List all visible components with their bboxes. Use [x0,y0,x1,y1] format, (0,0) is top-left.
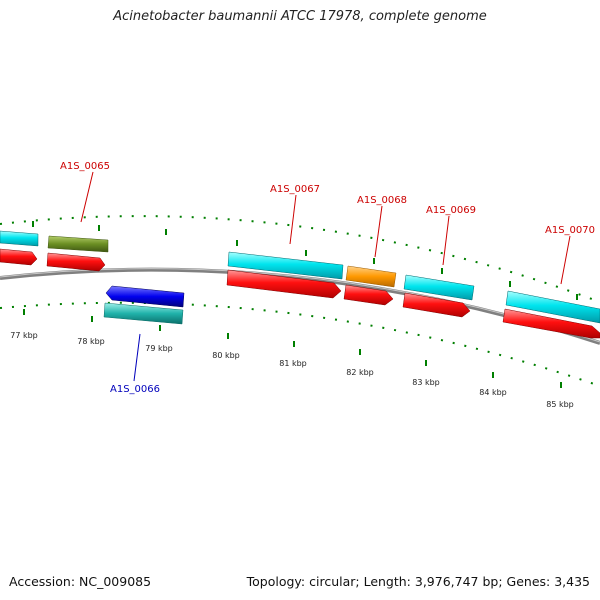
cds-arrow[interactable] [502,308,600,339]
gene-feature[interactable] [227,251,344,280]
cds-arrow-reverse[interactable] [105,285,185,308]
connector-a1s-0069 [442,215,450,266]
cds-row [0,248,600,339]
accession-text: Accession: NC_009085 [9,574,152,589]
genome-summary-text: Topology: circular; Length: 3,976,747 bp… [246,574,590,589]
outer-tick-arc [0,215,600,303]
connector-a1s-0065 [80,171,94,223]
cds-arrow[interactable] [46,252,106,272]
gene-label[interactable]: A1S_0069 [426,205,476,216]
outer-feature-row [0,230,600,324]
connector-a1s-0070 [560,235,571,285]
gene-feature[interactable] [345,265,397,288]
kbp-label: 77 kbp [10,331,38,340]
reverse-feature-row [103,285,185,325]
kbp-label: 85 kbp [546,400,574,409]
label-connectors [80,171,571,382]
kbp-label: 83 kbp [412,378,440,387]
gene-label[interactable]: A1S_0066 [110,384,160,395]
gene-feature[interactable] [403,274,475,301]
connector-a1s-0068 [374,205,383,258]
kbp-label: 84 kbp [479,388,507,397]
kbp-label: 78 kbp [77,337,105,346]
cds-arrow[interactable] [402,292,471,318]
map-title: Acinetobacter baumannii ATCC 17978, comp… [113,9,487,24]
cds-arrow[interactable] [226,269,342,299]
inner-major-ticks [23,309,562,388]
gene-label[interactable]: A1S_0068 [357,195,407,206]
cds-arrow[interactable] [343,284,394,306]
kbp-label: 79 kbp [145,344,173,353]
gene-feature[interactable] [505,290,600,324]
kbp-label: 81 kbp [279,359,307,368]
kbp-label: 82 kbp [346,368,374,377]
kbp-label: 80 kbp [212,351,240,360]
cds-arrow[interactable] [0,248,38,266]
connector-a1s-0066 [133,333,141,382]
kbp-labels: 77 kbp 78 kbp 79 kbp 80 kbp 81 kbp 82 kb… [10,331,574,409]
gene-feature-reverse[interactable] [103,302,184,325]
gene-labels: A1S_0065 A1S_0066 A1S_0067 A1S_0068 A1S_… [60,161,595,395]
gene-label[interactable]: A1S_0065 [60,161,110,172]
gene-feature[interactable] [47,235,109,253]
inner-tick-arc [0,301,600,387]
connector-a1s-0067 [289,194,297,245]
gene-label[interactable]: A1S_0067 [270,184,320,195]
gene-feature[interactable] [0,230,39,247]
gene-label[interactable]: A1S_0070 [545,225,595,236]
outer-major-ticks [32,221,578,300]
